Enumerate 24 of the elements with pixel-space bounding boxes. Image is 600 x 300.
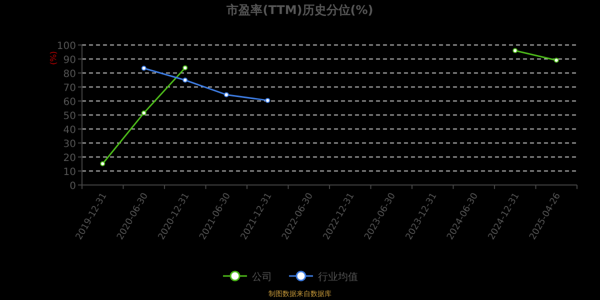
y-tick-label: 30 xyxy=(63,139,76,150)
y-tick-label: 20 xyxy=(63,153,76,164)
y-axis-title: (%) xyxy=(49,51,58,65)
y-tick-label: 0 xyxy=(70,181,76,192)
y-tick-label: 90 xyxy=(63,55,76,66)
chart-title: 市盈率(TTM)历史分位(%) xyxy=(226,3,374,17)
point xyxy=(554,58,559,63)
point xyxy=(141,110,146,116)
y-tick-label: 60 xyxy=(63,97,76,108)
y-tick-label: 100 xyxy=(56,41,76,52)
legend-label: 公司 xyxy=(252,271,272,283)
point xyxy=(512,48,518,54)
y-tick-label: 80 xyxy=(63,69,76,80)
point xyxy=(265,98,270,103)
point xyxy=(141,66,146,71)
point xyxy=(224,92,229,98)
point xyxy=(100,161,106,166)
point xyxy=(182,65,188,70)
legend-label: 行业均值 xyxy=(318,271,358,283)
point xyxy=(182,78,188,83)
y-tick-label: 40 xyxy=(63,125,76,136)
y-tick-label: 10 xyxy=(63,167,76,178)
y-tick-label: 50 xyxy=(63,111,76,122)
y-tick-label: 70 xyxy=(63,83,76,94)
